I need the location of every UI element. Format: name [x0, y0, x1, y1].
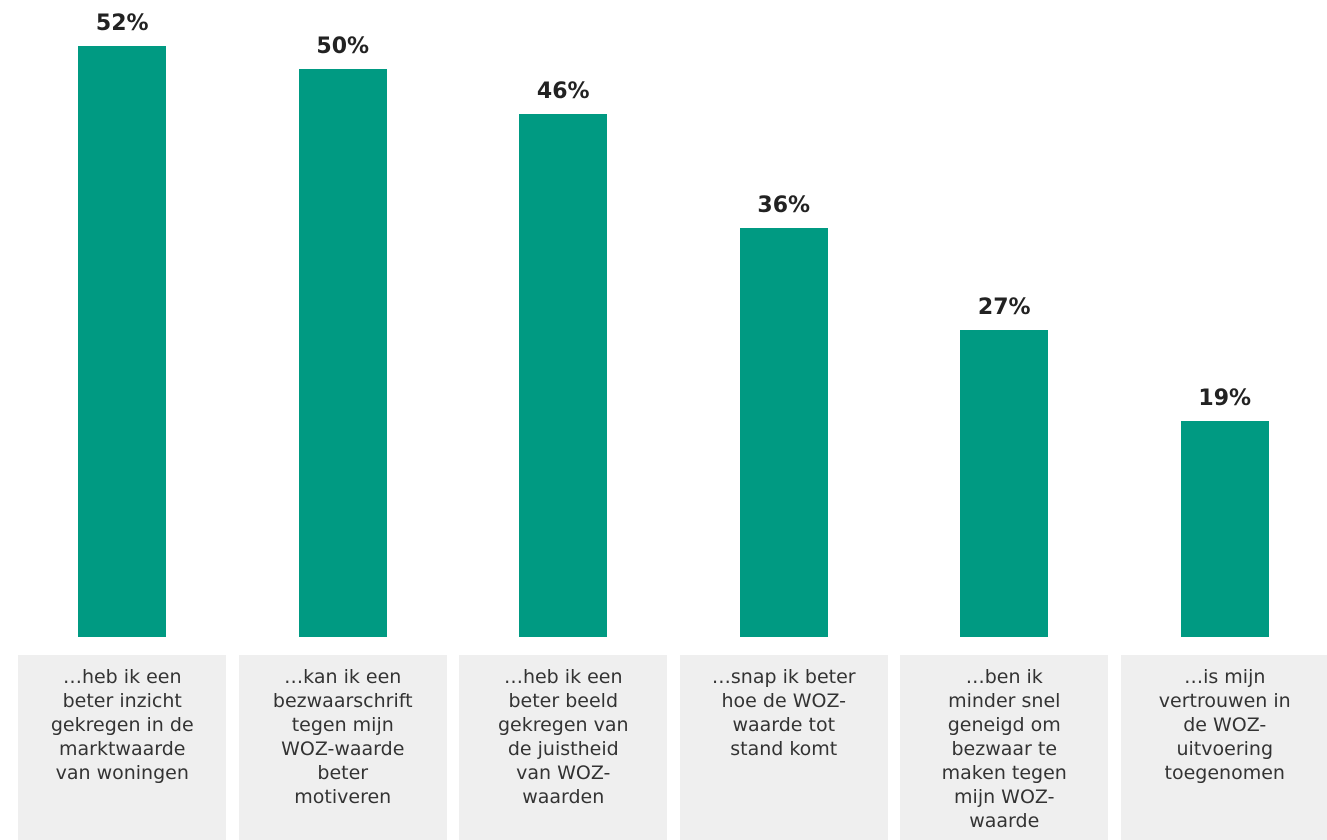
category-label-box: …ben ik minder snel geneigd om bezwaar t… — [900, 655, 1109, 840]
data-label: 27% — [977, 295, 1031, 321]
tick-label: …snap ik beter hoe de WOZ-waarde tot sta… — [711, 666, 856, 760]
data-label: 52% — [95, 11, 149, 36]
tick-label: …kan ik een bezwaarschrift tegen mijn WO… — [272, 666, 413, 808]
tick-label: …is mijn vertrouwen in de WOZ-uitvoering… — [1158, 666, 1291, 784]
data-label: 36% — [757, 192, 811, 218]
category-label-box: …is mijn vertrouwen in de WOZ-uitvoering… — [1120, 655, 1327, 840]
tick-label: …ben ik minder snel geneigd om bezwaar t… — [941, 666, 1067, 832]
data-label: 50% — [316, 33, 370, 59]
category-label-box: …heb ik een beter beeld gekregen van de … — [459, 655, 668, 840]
tick-label: …heb ik een beter beeld gekregen van de … — [497, 666, 629, 808]
category-label-box: …kan ik een bezwaarschrift tegen mijn WO… — [238, 655, 447, 840]
bar — [960, 330, 1049, 637]
data-label: 19% — [1198, 386, 1252, 412]
bar — [519, 114, 608, 637]
category-label-box: …snap ik beter hoe de WOZ-waarde tot sta… — [679, 655, 888, 840]
category-label-box: …heb ik een beter inzicht gekregen in de… — [18, 655, 227, 840]
bar — [298, 68, 387, 637]
data-label: 46% — [536, 79, 590, 105]
bar — [78, 46, 167, 637]
bar — [1180, 421, 1269, 637]
bar — [739, 227, 828, 637]
tick-label: …heb ik een beter inzicht gekregen in de… — [50, 666, 194, 784]
